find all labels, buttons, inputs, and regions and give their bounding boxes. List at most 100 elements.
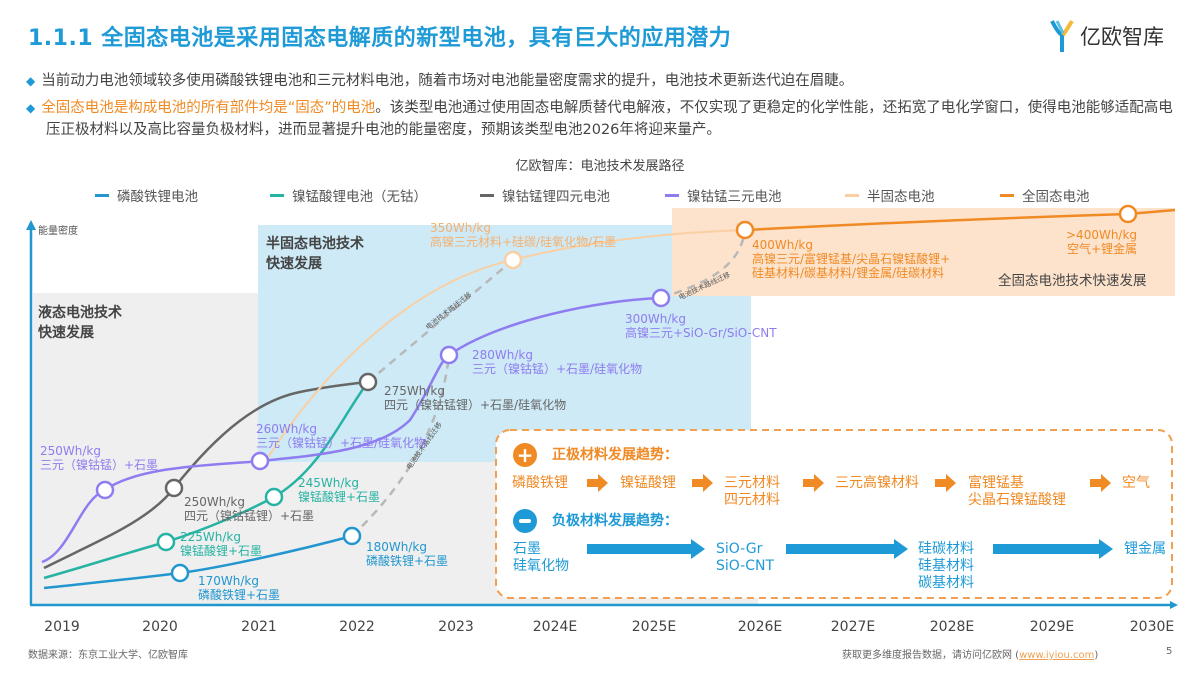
point-material: 三元（镍钴锰）+石墨/硅氧化物 <box>472 362 643 376</box>
point-label: 180Wh/kg 磷酸铁锂+石墨 <box>366 540 448 568</box>
year-tick-label: 2023 <box>438 619 474 635</box>
point-label: 260Wh/kg 三元（镍钴锰）+石墨/硅氧化物 <box>256 422 426 450</box>
legend-swatch <box>480 193 494 197</box>
point-material: 磷酸铁锂+石墨 <box>366 554 449 568</box>
point-material: 镍锰酸锂+石墨 <box>298 490 381 504</box>
migration-dashed-line <box>660 229 747 300</box>
legend-swatch <box>270 193 284 197</box>
year-tick-label: 2024E <box>532 619 578 635</box>
page-title: 1.1.1 全固态电池是采用固态电解质的新型电池，具有巨大的应用潜力 <box>28 26 732 51</box>
point-label: 400Wh/kg 高镍三元/富锂锰基/尖晶石镍锰酸锂+ 硅基材料/碳基材料/锂金属… <box>752 238 950 280</box>
data-point <box>156 532 176 552</box>
year-tick-label: 2021 <box>241 619 277 635</box>
arrow-right-icon <box>803 474 824 492</box>
point-value: 280Wh/kg <box>472 348 533 362</box>
data-point <box>164 478 184 498</box>
bullet-text: 。该类型电池通过使用固态电解质替代电解液，不仅实现了更稳定的化学性能，还拓宽了电… <box>46 100 1173 138</box>
legend-swatch <box>95 193 109 197</box>
data-point <box>264 487 284 507</box>
point-material: 高镍三元/富锂锰基/尖晶石镍锰酸锂+ 硅基材料/碳基材料/锂金属/硅碳材料 <box>752 252 951 280</box>
point-label: 250Wh/kg 三元（镍钴锰）+石墨 <box>40 444 158 472</box>
migration-dashed-line <box>367 259 514 383</box>
point-value: >400Wh/kg <box>1066 228 1138 242</box>
logo-icon <box>1050 19 1074 52</box>
materials-box <box>495 429 1173 599</box>
legend-label: 镍锰酸锂电池（无钴） <box>292 189 427 205</box>
bullet-text: 当前动力电池领域较多使用磷酸铁锂电池和三元材料电池，随着市场对电池能量密度需求的… <box>41 73 854 89</box>
series-line <box>43 380 369 570</box>
anode-material: 石墨 硅氧化物 <box>513 541 569 574</box>
footer-text: 获取更多维度报告数据，请访问亿欧网 ( <box>842 650 1020 661</box>
point-material: 三元（镍钴锰）+石墨/硅氧化物 <box>256 436 427 450</box>
year-tick-label: 2030E <box>1129 619 1175 635</box>
data-point <box>439 345 459 365</box>
anode-trend-title: 负极材料发展趋势： <box>552 513 678 529</box>
data-point <box>651 288 671 308</box>
legend-label: 全固态电池 <box>1022 189 1090 205</box>
point-label: 250Wh/kg 四元（镍钴锰锂）+石墨 <box>184 495 314 523</box>
point-material: 高镍三元材料+硅碳/硅氧化物/石墨 <box>430 235 617 249</box>
point-value: 250Wh/kg <box>40 444 101 458</box>
page-number: 5 <box>1166 646 1173 657</box>
anode-material: 硅碳材料 硅基材料 碳基材料 <box>918 541 974 591</box>
solid-region-label: 全固态电池技术快速发展 <box>998 273 1147 289</box>
logo: 亿欧智库 <box>1050 16 1180 56</box>
legend-label: 磷酸铁锂电池 <box>117 189 198 205</box>
point-label: 225Wh/kg 镍锰酸锂+石墨 <box>180 530 262 558</box>
point-label: >400Wh/kg 空气+锂金属 <box>1066 228 1137 256</box>
legend-label: 半固态电池 <box>867 189 935 205</box>
legend-item: 镍钴锰锂四元电池 <box>480 185 610 205</box>
data-point <box>170 563 190 583</box>
point-value: 225Wh/kg <box>180 530 241 544</box>
point-value: 245Wh/kg <box>298 476 359 490</box>
anode-material: 锂金属 <box>1124 541 1166 557</box>
series-line <box>744 208 1176 232</box>
year-tick-label: 2027E <box>830 619 876 635</box>
year-tick-label: 2028E <box>929 619 975 635</box>
point-value: 250Wh/kg <box>184 495 245 509</box>
arrow-right-icon <box>935 474 956 492</box>
liquid-region <box>33 293 258 605</box>
legend-swatch <box>845 193 859 197</box>
diamond-icon: ◆ <box>26 101 36 115</box>
point-material: 高镍三元+SiO-Gr/SiO-CNT <box>625 326 777 340</box>
year-tick-label: 2026E <box>737 619 783 635</box>
plus-icon: + <box>513 443 537 467</box>
anode-material: SiO-Gr SiO-CNT <box>716 541 775 574</box>
cathode-material: 磷酸铁锂 <box>512 475 568 491</box>
diamond-icon: ◆ <box>26 74 36 88</box>
cathode-material: 三元材料 四元材料 <box>724 475 780 508</box>
point-label: 280Wh/kg 三元（镍钴锰）+石墨/硅氧化物 <box>472 348 642 376</box>
point-value: 400Wh/kg <box>752 238 813 252</box>
point-value: 180Wh/kg <box>366 540 427 554</box>
point-label: 170Wh/kg 磷酸铁锂+石墨 <box>198 574 280 602</box>
cathode-material: 三元高镍材料 <box>835 475 919 491</box>
long-arrow-right-icon <box>587 539 705 559</box>
cathode-material: 空气 <box>1122 475 1150 491</box>
point-value: 260Wh/kg <box>256 422 317 436</box>
point-label: 275Wh/kg 四元（镍钴锰锂）+石墨/硅氧化物 <box>384 384 566 412</box>
semi-region-label: 半固态电池技术 快速发展 <box>266 236 364 272</box>
website-link[interactable]: www.iyiou.com <box>1019 650 1095 661</box>
point-material: 磷酸铁锂+石墨 <box>198 588 281 602</box>
data-point <box>95 480 115 500</box>
point-material: 镍锰酸锂+石墨 <box>180 544 263 558</box>
point-material: 空气+锂金属 <box>1066 242 1138 256</box>
logo-text: 亿欧智库 <box>1080 25 1164 49</box>
point-value: 170Wh/kg <box>198 574 259 588</box>
legend-item: 镍钴锰三元电池 <box>665 185 782 205</box>
point-material: 四元（镍钴锰锂）+石墨 <box>184 509 315 523</box>
long-arrow-right-icon <box>786 539 908 559</box>
point-material: 四元（镍钴锰锂）+石墨/硅氧化物 <box>384 398 567 412</box>
bullet-highlight: 全固态电池是构成电池的所有部件均是“固态”的电池 <box>41 100 376 116</box>
data-point <box>1118 204 1138 224</box>
minus-icon <box>513 509 537 533</box>
legend-item: 磷酸铁锂电池 <box>95 185 198 205</box>
figure-title: 亿欧智库：电池技术发展路径 <box>515 159 685 174</box>
footer-more: 获取更多维度报告数据，请访问亿欧网 (www.iyiou.com) <box>842 646 1098 661</box>
cathode-trend-title: 正极材料发展趋势： <box>552 447 678 463</box>
footer-text-end: ) <box>1094 650 1099 661</box>
year-tick-label: 2029E <box>1029 619 1075 635</box>
bullet-2: ◆ 全固态电池是构成电池的所有部件均是“固态”的电池。该类型电池通过使用固态电解质… <box>26 97 1176 141</box>
point-label: 350Wh/kg 高镍三元材料+硅碳/硅氧化物/石墨 <box>430 221 616 249</box>
